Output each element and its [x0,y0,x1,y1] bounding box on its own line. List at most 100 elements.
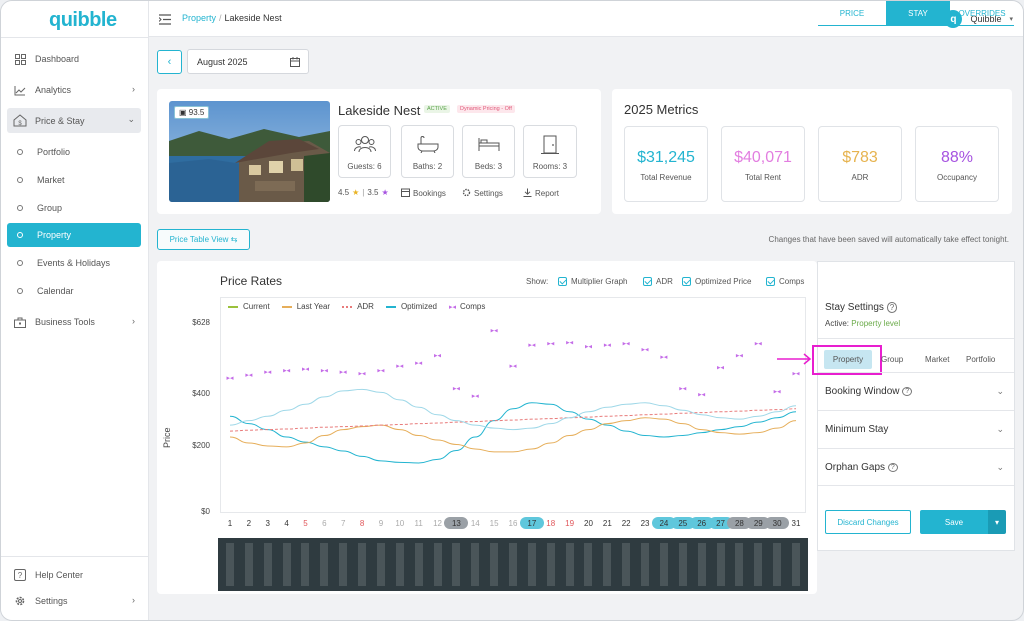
legend-item-comps[interactable]: ▸◂ Comps [449,302,485,311]
info-icon[interactable]: ? [886,302,898,313]
day-tick-label[interactable]: 20 [584,519,593,528]
menu-collapse-icon[interactable] [158,12,171,30]
multiplier-bar[interactable] [490,543,499,586]
comps-point[interactable]: ▸◂ [472,392,480,400]
toggle-optimized-price[interactable]: Optimized Price [682,277,751,286]
multiplier-bar[interactable] [395,543,404,586]
multiplier-bar[interactable] [358,543,367,586]
multiplier-bar[interactable] [565,543,574,586]
sidebar-item-events-holidays[interactable]: Events & Holidays [7,251,141,275]
multiplier-bar[interactable] [603,543,612,586]
comps-point[interactable]: ▸◂ [528,341,536,349]
comps-point[interactable]: ▸◂ [792,370,800,378]
sidebar-item-help-center[interactable]: ? Help Center [7,563,141,587]
multiplier-bar[interactable] [735,543,744,586]
comps-point[interactable]: ▸◂ [359,370,367,378]
multiplier-bar[interactable] [527,543,536,586]
multiplier-bar[interactable] [301,543,310,586]
comps-point[interactable]: ▸◂ [585,343,593,351]
multiplier-bar[interactable] [641,543,650,586]
chevron-down-icon[interactable]: ▾ [1009,16,1013,23]
multiplier-bar[interactable] [509,543,517,586]
day-tick-label[interactable]: 7 [340,519,346,528]
info-icon[interactable]: ? [887,462,898,472]
report-link[interactable]: Report [523,188,559,199]
tab-stay[interactable]: STAY [886,1,950,26]
settings-link[interactable]: Settings [462,188,503,199]
comps-point[interactable]: ▸◂ [491,326,499,334]
day-tick-label[interactable]: 17 [527,519,537,528]
comps-point[interactable]: ▸◂ [340,368,348,376]
multiplier-bar[interactable] [376,543,385,586]
sidebar-item-price-stay[interactable]: $ Price & Stay ⌄ [7,108,141,133]
multiplier-bar[interactable] [697,543,706,586]
day-tick-label[interactable]: 6 [322,519,327,528]
comps-point[interactable]: ▸◂ [453,384,461,392]
multiplier-bar[interactable] [716,543,725,586]
day-tick-label[interactable]: 15 [489,519,499,528]
comps-point[interactable]: ▸◂ [434,352,442,360]
day-tick-label[interactable]: 11 [414,519,423,528]
subtab-group[interactable]: Group [881,355,904,364]
comps-point[interactable]: ▸◂ [245,371,253,379]
day-tick-label[interactable]: 18 [546,519,556,528]
day-tick-label[interactable]: 2 [246,519,252,528]
legend-item-optimized[interactable]: Optimized [385,302,437,311]
sidebar-item-group[interactable]: Group [7,196,141,220]
day-tick-label[interactable]: 9 [378,519,384,528]
toggle-comps[interactable]: Comps [766,277,804,286]
legend-item-adr[interactable]: ADR [342,302,374,311]
comps-point[interactable]: ▸◂ [679,384,687,392]
legend-item-last-year[interactable]: Last Year [281,302,330,311]
day-tick-label[interactable]: 26 [697,519,707,528]
comps-point[interactable]: ▸◂ [396,362,404,370]
comps-point[interactable]: ▸◂ [547,340,555,348]
comps-point[interactable]: ▸◂ [566,338,574,346]
day-tick-label[interactable]: 16 [508,519,518,528]
back-button[interactable]: ‹ [157,50,182,74]
multiplier-bar[interactable] [754,543,763,586]
save-dropdown-button[interactable]: ▾ [988,510,1006,534]
multiplier-bar[interactable] [320,543,329,586]
day-tick-label[interactable]: 30 [772,519,782,528]
multiplier-bar[interactable] [433,543,442,586]
day-tick-label[interactable]: 24 [659,519,669,528]
logo[interactable]: quibble [49,9,117,31]
comps-point[interactable]: ▸◂ [377,367,385,375]
info-icon[interactable]: ? [902,387,913,396]
sidebar-item-business-tools[interactable]: Business Tools › [7,310,141,334]
day-tick-label[interactable]: 31 [791,519,801,528]
accordion-orphan-gaps[interactable]: Orphan Gaps ? ⌄ [818,448,1014,486]
day-tick-label[interactable]: 22 [621,519,631,528]
multiplier-bar[interactable] [792,543,800,586]
subtab-property[interactable]: Property [824,350,872,369]
comps-point[interactable]: ▸◂ [509,362,517,370]
comps-point[interactable]: ▸◂ [283,367,291,375]
multiplier-bar[interactable] [263,543,272,586]
day-tick-label[interactable]: 10 [395,519,405,528]
multiplier-bar[interactable] [678,543,687,586]
comps-point[interactable]: ▸◂ [302,365,310,373]
multiplier-bar[interactable] [471,543,480,586]
day-tick-label[interactable]: 1 [227,519,233,528]
sidebar-item-analytics[interactable]: Analytics › [7,78,141,102]
sidebar-item-dashboard[interactable]: Dashboard [7,47,141,71]
sidebar-item-settings[interactable]: Settings › [7,589,141,613]
day-tick-label[interactable]: 4 [284,519,289,528]
subtab-market[interactable]: Market [925,355,950,364]
multiplier-bar[interactable] [622,543,631,586]
comps-point[interactable]: ▸◂ [698,390,706,398]
bookings-link[interactable]: Bookings [401,188,446,199]
comps-point[interactable]: ▸◂ [623,340,631,348]
comps-point[interactable]: ▸◂ [774,387,782,395]
tab-price[interactable]: PRICE [818,1,886,26]
accordion-booking-window[interactable]: Booking Window ? ⌄ [818,372,1014,410]
subtab-portfolio[interactable]: Portfolio [966,355,996,364]
sidebar-item-portfolio[interactable]: Portfolio [7,140,141,164]
comps-point[interactable]: ▸◂ [660,353,668,361]
day-tick-label[interactable]: 25 [678,519,688,528]
legend-item-current[interactable]: Current [228,302,270,311]
day-tick-label[interactable]: 28 [734,519,744,528]
comps-point[interactable]: ▸◂ [321,367,329,375]
multiplier-bar[interactable] [584,543,593,586]
